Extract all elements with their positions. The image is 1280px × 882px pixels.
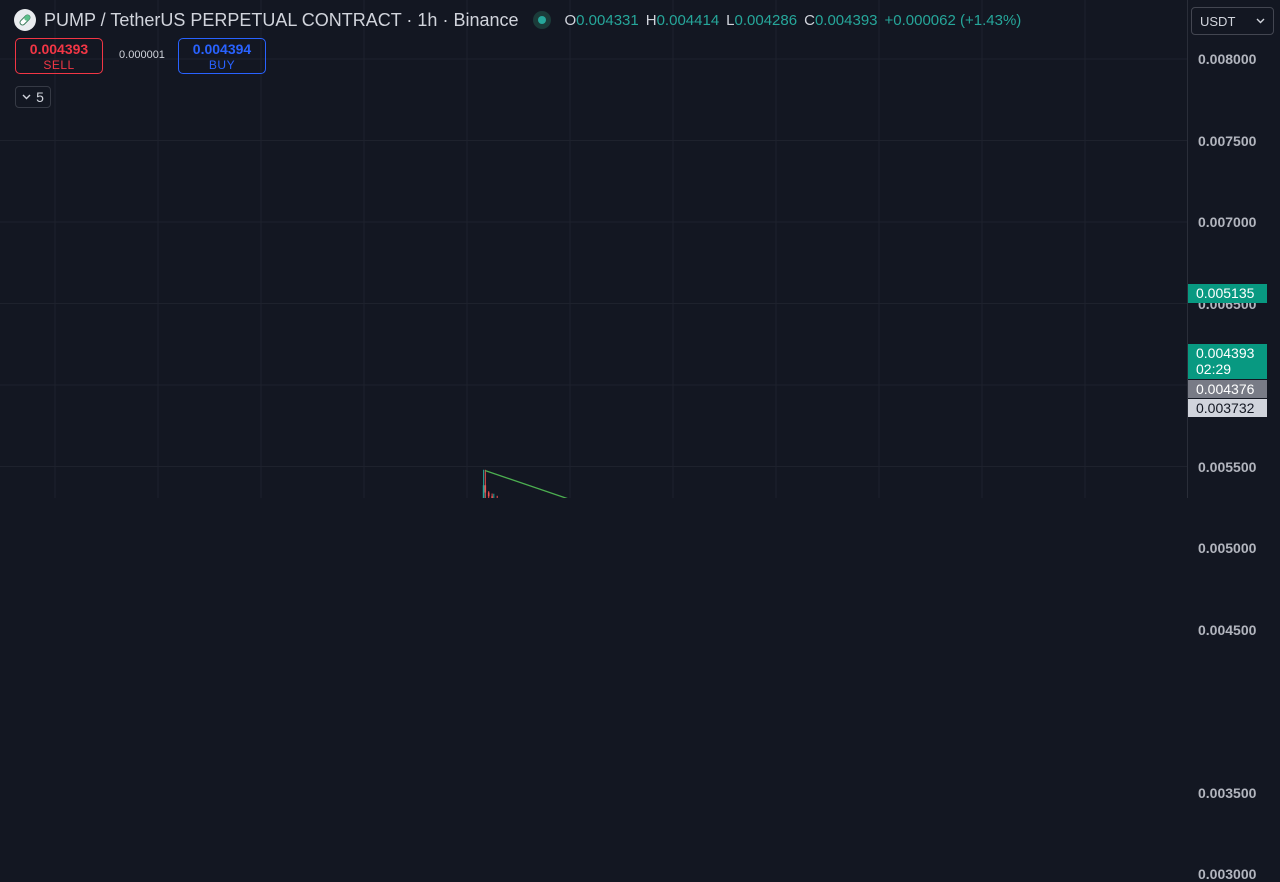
ohlc-high: H0.004414	[645, 11, 720, 29]
symbol-title[interactable]: PUMP / TetherUS PERPETUAL CONTRACT · 1h …	[44, 9, 519, 30]
candle-series	[482, 469, 498, 498]
ohlc-values: O0.004331 H0.004414 L0.004286 C0.004393 …	[565, 12, 1022, 29]
bar-countdown: 02:29	[1196, 361, 1232, 377]
symbol-logo-icon[interactable]	[14, 9, 36, 31]
candle	[482, 469, 485, 498]
currency-value: USDT	[1200, 13, 1236, 29]
market-open-icon	[532, 11, 551, 29]
price-tick: 0.005000	[1198, 540, 1257, 556]
price-tick: 0.003500	[1198, 784, 1257, 801]
ohlc-low: L0.004286	[726, 11, 798, 29]
chart-header: PUMP / TetherUS PERPETUAL CONTRACT · 1h …	[14, 8, 1021, 32]
last-price-label: 0.004393 02:29	[1188, 344, 1267, 379]
ohlc-change: +0.000062 (+1.43%)	[884, 11, 1022, 29]
target-price-label: 0.005135	[1188, 284, 1267, 303]
sell-price: 0.004393	[29, 40, 89, 57]
trendlines	[485, 469, 568, 498]
candle	[484, 469, 487, 498]
price-tick: 0.004500	[1198, 621, 1257, 638]
chevron-down-icon	[1256, 18, 1265, 24]
stop-price-label: 0.003732	[1188, 399, 1267, 417]
candle	[493, 493, 495, 498]
price-tick: 0.003000	[1198, 866, 1257, 882]
indicators-toggle[interactable]: 5	[15, 86, 51, 108]
price-tick: 0.007000	[1198, 214, 1257, 230]
price-tick: 0.007500	[1198, 132, 1257, 149]
chevron-down-icon	[22, 94, 31, 100]
buy-label: BUY	[208, 57, 236, 72]
candle	[491, 493, 493, 498]
ohlc-close: C0.004393	[804, 11, 878, 29]
candle	[487, 491, 490, 498]
price-tick: 0.005500	[1198, 458, 1257, 475]
ohlc-open: O0.004331	[564, 11, 639, 29]
sell-button[interactable]: 0.004393 SELL	[15, 38, 103, 74]
price-chart[interactable]	[0, 0, 1187, 498]
buy-button[interactable]: 0.004394 BUY	[178, 38, 266, 74]
sell-label: SELL	[43, 57, 75, 72]
trendline-upper	[485, 469, 568, 498]
buy-price: 0.004394	[192, 40, 252, 57]
price-tick: 0.008000	[1198, 51, 1257, 67]
spread-value: 0.000001	[119, 49, 165, 61]
last-price-value: 0.004393	[1196, 345, 1255, 361]
indicator-count: 5	[36, 89, 44, 105]
currency-select[interactable]: USDT	[1191, 7, 1274, 35]
entry-price-label: 0.004376	[1188, 380, 1267, 398]
chart-grid	[0, 0, 1187, 498]
price-axis[interactable]: 0.0080000.0075000.0070000.0065000.006000…	[1187, 0, 1280, 882]
